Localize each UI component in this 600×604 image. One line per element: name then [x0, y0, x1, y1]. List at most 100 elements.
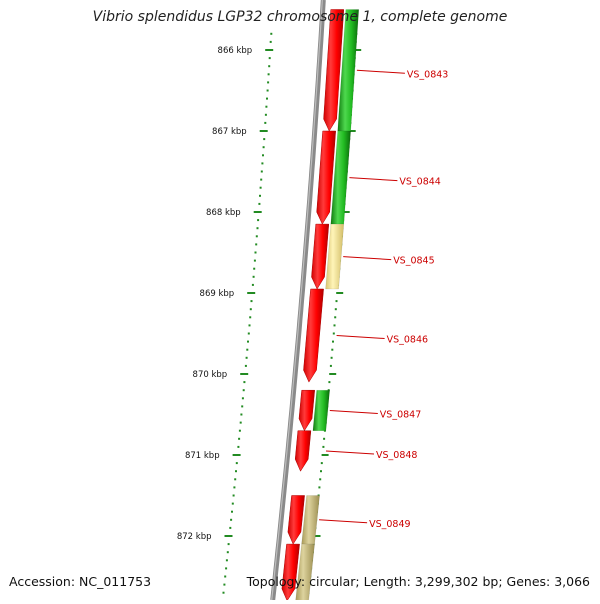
ruler-tick-label: 871 kbp — [185, 451, 220, 461]
cds-arrow-unlabeled — [281, 543, 300, 602]
ruler-minor-tick — [249, 308, 252, 311]
outer-track-dot — [320, 470, 322, 473]
ruler-minor-tick — [232, 494, 235, 497]
ruler-minor-tick — [268, 65, 271, 68]
ruler-minor-tick — [227, 543, 230, 546]
outer-track-dot — [335, 300, 338, 303]
gene-label-leader — [343, 256, 392, 261]
ruler-tick-label: 867 kbp — [212, 127, 247, 137]
outer-track-dot — [328, 381, 331, 384]
ruler-minor-tick — [264, 113, 267, 116]
outer-track-major-tick — [321, 454, 329, 456]
ruler-tick-label: 869 kbp — [200, 289, 235, 299]
ruler-minor-tick — [225, 567, 228, 570]
ruler-minor-tick — [246, 348, 249, 351]
ruler-minor-tick — [262, 154, 264, 157]
outer-track-dot — [333, 324, 336, 327]
gene-label: VS_0849 — [369, 519, 410, 530]
ruler-minor-tick — [247, 340, 249, 343]
backbone-highlight — [271, 0, 323, 601]
genome-summary-text: Topology: circular; Length: 3,299,302 bp… — [246, 574, 590, 589]
gene-label-leader — [349, 177, 398, 182]
ruler-minor-tick — [231, 502, 234, 505]
ruler-minor-tick — [226, 551, 229, 554]
ruler-minor-tick — [252, 275, 255, 278]
outer-track-dot — [323, 437, 326, 440]
ruler-minor-tick — [243, 381, 246, 384]
ruler-minor-tick — [264, 121, 267, 124]
ruler-minor-tick — [223, 583, 226, 586]
ruler-minor-tick — [260, 170, 263, 173]
ruler-minor-tick — [267, 81, 270, 84]
ruler-minor-tick — [266, 89, 269, 92]
ruler-minor-tick — [241, 405, 244, 408]
ruler-tick-label: 868 kbp — [206, 208, 241, 218]
outer-track-dot — [320, 462, 323, 465]
ruler-minor-tick — [241, 397, 244, 400]
outer-track-dot — [334, 316, 337, 319]
ruler-minor-tick — [235, 470, 237, 473]
outer-track-dot — [332, 340, 334, 343]
ruler-minor-tick — [242, 389, 245, 392]
ruler-minor-tick — [256, 227, 259, 230]
ruler-minor-tick — [245, 356, 248, 359]
ruler-minor-tick — [233, 486, 236, 489]
gene-label-leader — [356, 69, 405, 74]
ruler-minor-tick — [265, 105, 268, 108]
outer-track-dot — [334, 308, 337, 311]
gene-label-leader — [325, 450, 375, 455]
gene-label: VS_0847 — [380, 410, 421, 421]
outer-track-dot — [318, 486, 321, 489]
gene-bar-vs_0845 — [325, 223, 345, 290]
ruler-minor-tick — [263, 138, 266, 141]
outer-track-dot — [332, 332, 335, 335]
outer-track-major-tick — [354, 49, 362, 51]
outer-track-major-tick — [313, 535, 321, 537]
gene-label: VS_0848 — [376, 450, 417, 461]
ruler-minor-tick — [240, 413, 243, 416]
ruler-minor-tick — [259, 194, 261, 197]
gene-label-leader — [329, 410, 378, 414]
ruler-minor-tick — [266, 97, 268, 100]
ruler-minor-tick — [253, 259, 256, 262]
cds-arrow-vs_0849 — [287, 495, 305, 545]
outer-track-dot — [329, 364, 332, 367]
ruler-minor-tick — [257, 219, 260, 222]
ruler-minor-tick — [237, 445, 240, 448]
outer-track-dot — [322, 445, 325, 448]
ruler-tick-label: 866 kbp — [218, 46, 253, 56]
ruler-minor-tick — [247, 332, 250, 335]
outer-track-major-tick — [342, 211, 350, 213]
outer-track-major-tick — [348, 130, 356, 132]
ruler-minor-tick — [250, 300, 253, 303]
ruler-minor-tick — [238, 437, 241, 440]
ruler-minor-tick — [238, 429, 241, 432]
ruler-tick-label: 870 kbp — [193, 370, 228, 380]
gene-label: VS_0844 — [399, 177, 440, 188]
ruler-minor-tick — [239, 421, 242, 424]
accession-text: Accession: NC_011753 — [9, 574, 152, 589]
ruler-minor-tick — [255, 235, 258, 238]
ruler-minor-tick — [225, 559, 228, 562]
ruler-minor-tick — [249, 316, 252, 319]
gene-label-leader — [319, 519, 368, 524]
gene-label: VS_0846 — [387, 335, 428, 346]
ruler-minor-tick — [224, 575, 227, 578]
outer-track-dot — [331, 348, 334, 351]
gene-bar-vs_0847 — [312, 389, 330, 431]
ruler-minor-tick — [267, 73, 270, 76]
ruler-minor-tick — [222, 591, 225, 594]
outer-track-major-tick — [329, 373, 337, 375]
ruler-tick-label: 872 kbp — [177, 532, 212, 542]
ruler-minor-tick — [253, 267, 256, 270]
ruler-minor-tick — [244, 364, 247, 367]
outer-track-dot — [330, 356, 333, 359]
ruler-minor-tick — [260, 178, 263, 181]
ruler-minor-tick — [248, 324, 251, 327]
ruler-minor-tick — [258, 202, 261, 205]
ruler-minor-tick — [259, 186, 262, 189]
ruler-minor-tick — [235, 462, 238, 465]
cds-arrow-vs_0847 — [298, 389, 315, 432]
